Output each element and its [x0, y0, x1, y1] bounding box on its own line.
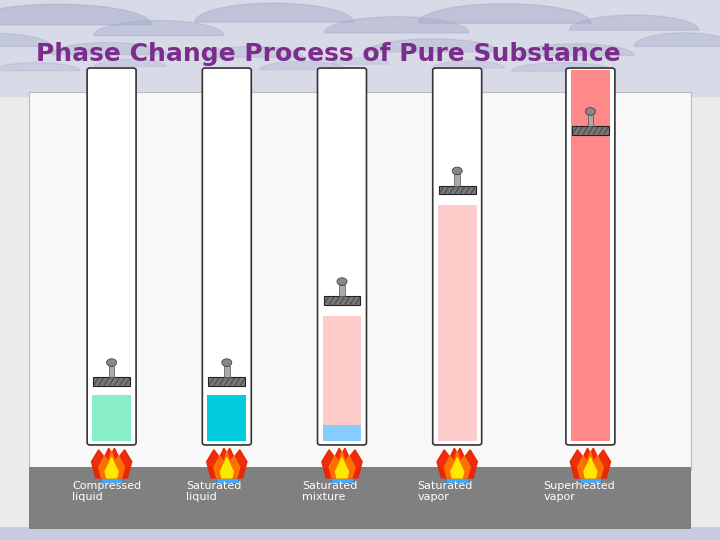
Bar: [580, 478, 601, 483]
Bar: [339, 285, 345, 296]
Bar: [29, 92, 691, 470]
Bar: [324, 296, 360, 305]
Polygon shape: [105, 457, 118, 478]
Circle shape: [585, 107, 595, 115]
Bar: [571, 70, 610, 441]
Polygon shape: [99, 451, 125, 478]
Polygon shape: [437, 448, 477, 478]
Text: Compressed
liquid: Compressed liquid: [72, 481, 141, 502]
Polygon shape: [444, 451, 470, 478]
Bar: [0, 0, 720, 97]
Bar: [323, 316, 361, 441]
Bar: [109, 366, 114, 377]
Bar: [446, 478, 468, 483]
Circle shape: [107, 359, 117, 366]
Circle shape: [222, 359, 232, 366]
Text: Saturated
mixture: Saturated mixture: [302, 481, 358, 502]
Bar: [207, 395, 246, 441]
Bar: [216, 478, 238, 483]
Bar: [209, 377, 245, 386]
Bar: [224, 366, 230, 377]
Polygon shape: [570, 448, 611, 478]
Text: Saturated
liquid: Saturated liquid: [186, 481, 241, 502]
Polygon shape: [584, 457, 597, 478]
Polygon shape: [322, 448, 362, 478]
Bar: [29, 467, 691, 529]
Bar: [454, 174, 460, 186]
Text: Phase Change Process of Pure Substance: Phase Change Process of Pure Substance: [36, 42, 621, 66]
FancyBboxPatch shape: [87, 68, 136, 445]
Polygon shape: [577, 451, 603, 478]
Circle shape: [337, 278, 347, 285]
Polygon shape: [207, 448, 247, 478]
Bar: [101, 478, 122, 483]
Polygon shape: [329, 451, 355, 478]
Text: Saturated
vapor: Saturated vapor: [418, 481, 473, 502]
Polygon shape: [336, 457, 348, 478]
FancyBboxPatch shape: [566, 68, 615, 445]
Circle shape: [452, 167, 462, 174]
Bar: [323, 425, 361, 441]
Polygon shape: [451, 457, 464, 478]
Bar: [438, 205, 477, 441]
FancyBboxPatch shape: [202, 68, 251, 445]
FancyBboxPatch shape: [318, 68, 366, 445]
Bar: [572, 126, 609, 135]
Bar: [94, 377, 130, 386]
Polygon shape: [91, 448, 132, 478]
Bar: [92, 395, 131, 441]
Bar: [439, 186, 476, 194]
Polygon shape: [214, 451, 240, 478]
Bar: [331, 478, 353, 483]
Polygon shape: [220, 457, 233, 478]
Bar: [0, 526, 720, 540]
FancyBboxPatch shape: [433, 68, 482, 445]
Text: Superheated
vapor: Superheated vapor: [544, 481, 616, 502]
Bar: [588, 114, 593, 126]
